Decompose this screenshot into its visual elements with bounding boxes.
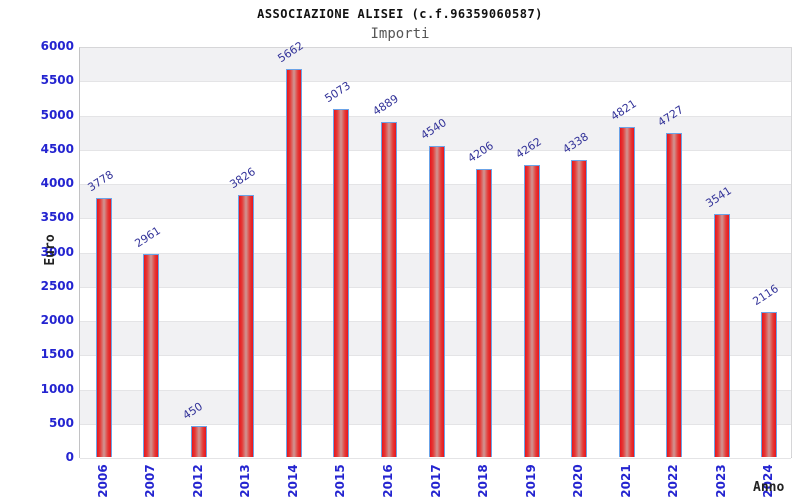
bar-2024 [761,312,778,457]
x-tick-2007: 2007 [143,464,158,498]
y-tick-1500: 1500 [40,347,74,362]
bar-2023 [713,214,730,457]
bar-2006 [95,198,112,457]
chart-subtitle: Importi [370,26,430,42]
x-tick-2023: 2023 [713,464,728,498]
bar-2022 [666,133,683,457]
x-tick-2021: 2021 [618,464,633,498]
y-tick-1000: 1000 [40,381,74,396]
bar-2013 [238,195,255,457]
plot-band [80,82,791,117]
x-tick-2016: 2016 [380,464,395,498]
bar-2012 [190,426,207,457]
y-tick-2500: 2500 [40,278,74,293]
bar-2017 [428,146,445,457]
y-tick-5000: 5000 [40,107,74,122]
bar-2016 [380,122,397,457]
y-tick-4000: 4000 [40,176,74,190]
x-tick-2018: 2018 [476,464,491,498]
y-tick-4500: 4500 [40,141,74,156]
x-tick-2006: 2006 [95,464,110,498]
bar-2007 [143,254,160,457]
y-tick-500: 500 [48,415,74,430]
x-tick-2012: 2012 [190,464,205,498]
x-axis-title: Anno [753,480,785,495]
bar-2015 [333,109,350,457]
y-tick-6000: 6000 [40,39,74,53]
plot-band [80,48,791,83]
x-tick-2019: 2019 [523,464,538,498]
y-tick-3500: 3500 [40,210,74,225]
x-tick-2017: 2017 [428,464,443,498]
y-tick-0: 0 [65,450,74,464]
bar-2014 [285,69,302,457]
bar-2020 [571,160,588,457]
y-axis-title: Euro [43,234,58,266]
x-tick-2020: 2020 [571,464,586,498]
x-tick-2015: 2015 [333,464,348,498]
x-tick-2014: 2014 [285,464,300,498]
y-tick-3000: 3000 [40,244,74,259]
x-tick-2013: 2013 [238,464,253,498]
plot-area: 3778 2961 450 3826 5662 5073 4889 4540 4206 4262 4… [79,39,792,459]
y-tick-5500: 5500 [40,73,74,88]
bar-2018 [476,169,493,457]
y-tick-2000: 2000 [40,313,74,327]
bar-2021 [618,127,635,457]
bar-2019 [523,165,540,457]
chart-title: ASSOCIAZIONE ALISEI (c.f.96359060587) [257,7,543,21]
x-tick-2022: 2022 [666,464,681,498]
